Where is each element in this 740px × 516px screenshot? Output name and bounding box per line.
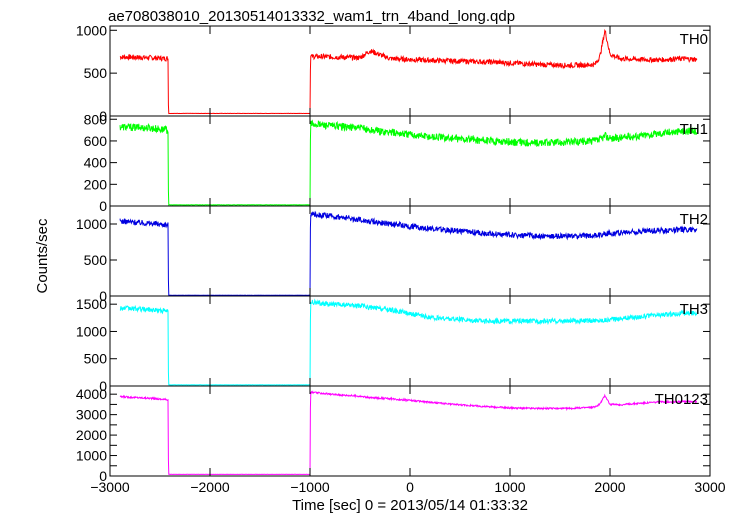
series-line-th2 <box>119 210 698 297</box>
series-line-th3 <box>119 298 698 386</box>
x-tick-label--2000: −2000 <box>190 479 230 495</box>
panel-label-th2: TH2 <box>680 211 708 228</box>
y-tick-label-th0123-4000: 4000 <box>76 386 107 402</box>
y-tick-label-th3-500: 500 <box>84 351 108 367</box>
y-tick-label-th2-500: 500 <box>84 252 108 268</box>
y-tick-label-th0-500: 500 <box>84 65 108 81</box>
series-line-th0123 <box>119 390 698 475</box>
y-tick-label-th1-400: 400 <box>84 155 108 171</box>
y-tick-label-th3-1500: 1500 <box>76 296 107 312</box>
x-tick-label-0: 0 <box>406 479 414 495</box>
chart-title: ae708038010_20130514013332_wam1_trn_4ban… <box>108 8 515 25</box>
y-tick-label-th3-0: 0 <box>99 378 107 394</box>
x-tick-label--1000: −1000 <box>290 479 330 495</box>
y-tick-label-th2-0: 0 <box>99 288 107 304</box>
panel-label-th3: TH3 <box>680 301 708 318</box>
series-line-th1 <box>119 119 698 206</box>
x-tick-label-1000: 1000 <box>494 479 525 495</box>
y-tick-label-th1-600: 600 <box>84 133 108 149</box>
y-tick-label-th0-0: 0 <box>99 108 107 124</box>
y-tick-label-th0123-1000: 1000 <box>76 448 107 464</box>
y-tick-label-th2-1000: 1000 <box>76 216 107 232</box>
y-tick-label-th1-0: 0 <box>99 198 107 214</box>
x-axis-label: Time [sec] 0 = 2013/05/14 01:33:32 <box>292 497 528 514</box>
x-tick-label--3000: −3000 <box>90 479 130 495</box>
y-tick-label-th0-1000: 1000 <box>76 22 107 38</box>
y-axis-label: Counts/sec <box>34 218 51 294</box>
panel-label-th0: TH0 <box>680 31 708 48</box>
panel-frame-th1 <box>109 115 711 207</box>
panel-label-th0123: TH0123 <box>655 391 708 408</box>
y-tick-label-th1-200: 200 <box>84 176 108 192</box>
panel-frame-th0 <box>109 25 711 117</box>
panel-frame-th0123 <box>109 385 711 477</box>
panels-group: 0 500 1000 TH0 0 200 400 600 800 TH1 0 500 1000 TH2 0 5… <box>76 22 726 495</box>
y-tick-label-th0123-3000: 3000 <box>76 407 107 423</box>
x-tick-label-2000: 2000 <box>594 479 625 495</box>
panel-frame-th3 <box>109 295 711 387</box>
y-tick-label-th1-800: 800 <box>84 111 108 127</box>
x-tick-label-3000: 3000 <box>694 479 725 495</box>
panel-label-th1: TH1 <box>680 121 708 138</box>
y-tick-label-th0123-0: 0 <box>99 468 107 484</box>
y-tick-label-th0123-2000: 2000 <box>76 427 107 443</box>
series-line-th0 <box>119 28 698 115</box>
y-tick-label-th3-1000: 1000 <box>76 323 107 339</box>
panel-frame-th2 <box>109 205 711 297</box>
